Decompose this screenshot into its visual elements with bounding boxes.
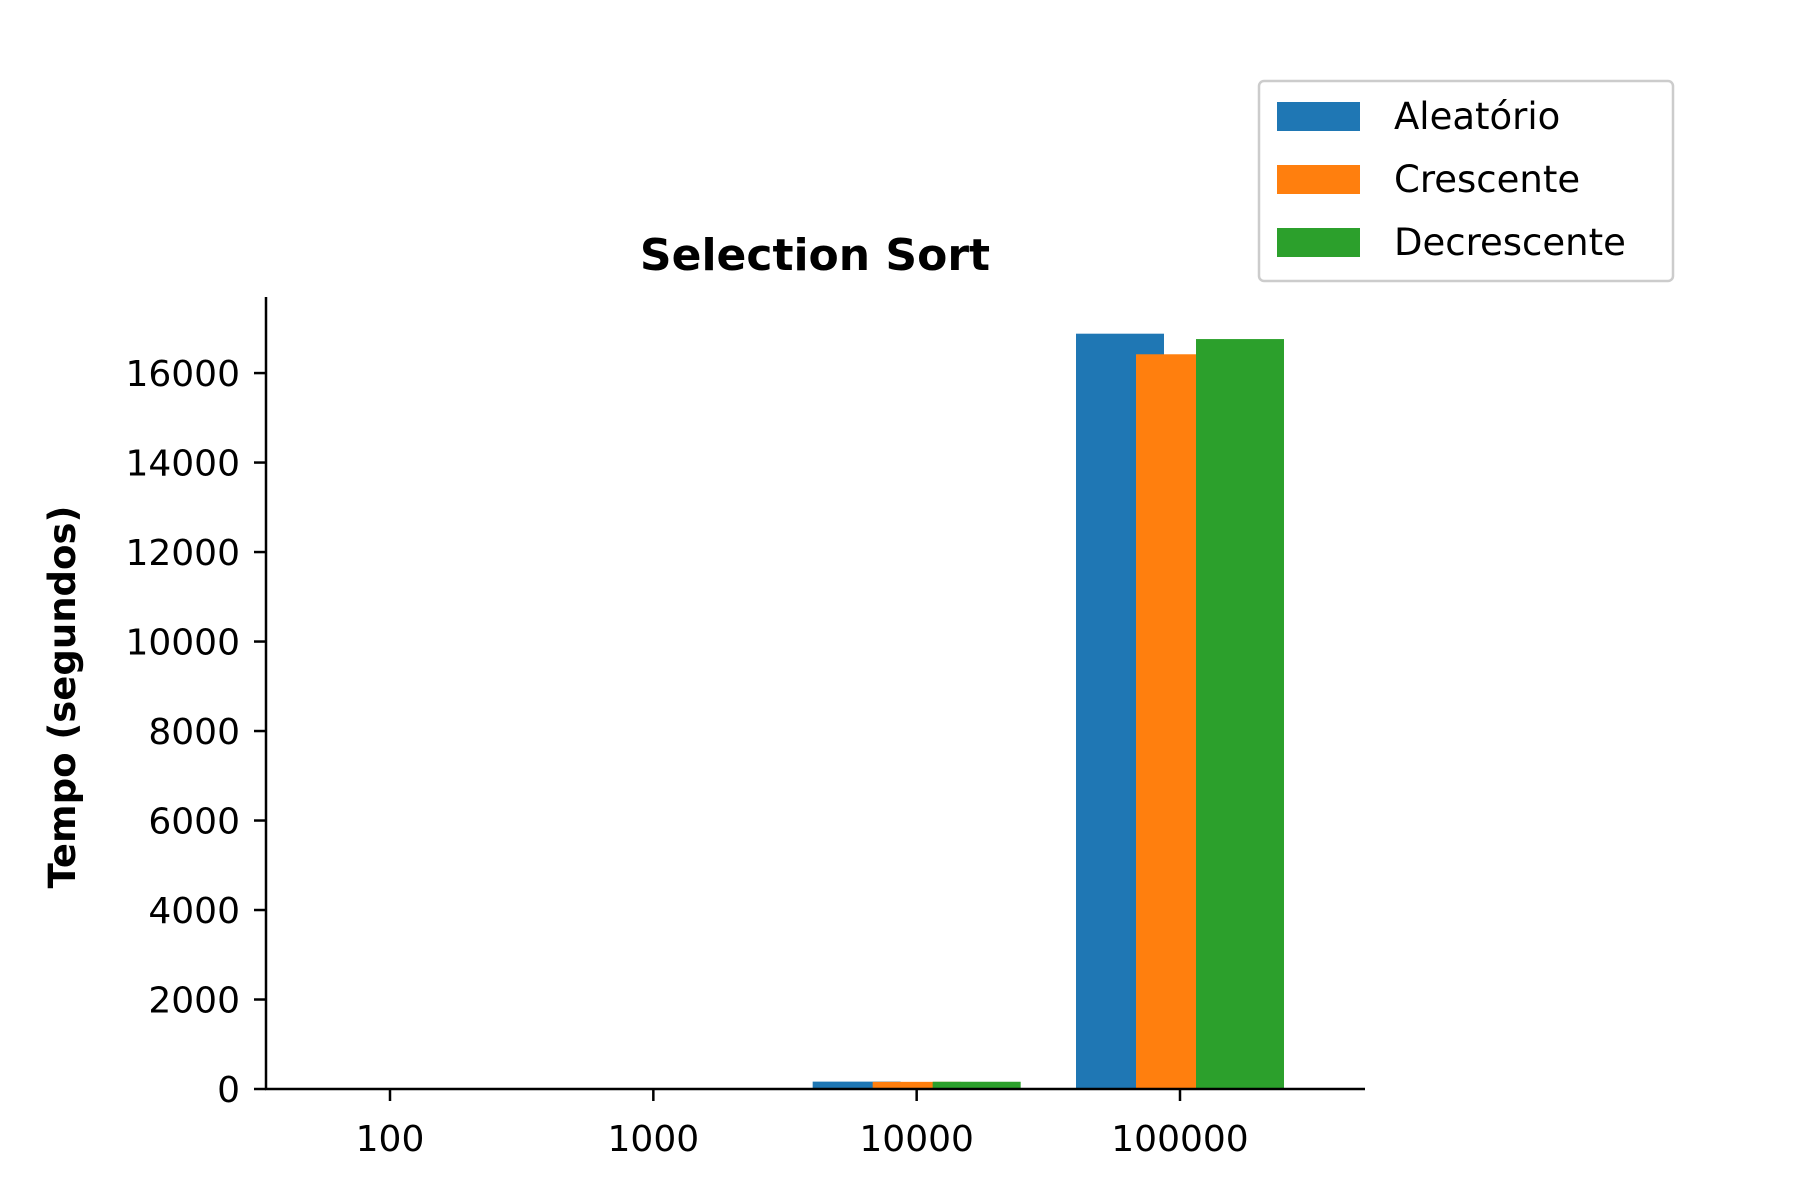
y-tick-label: 8000 — [148, 712, 240, 753]
y-tick-label: 0 — [217, 1070, 240, 1111]
x-tick-label: 100000 — [1111, 1119, 1248, 1160]
x-axis-ticks: 100 1000 10000 100000 — [356, 1089, 1249, 1160]
x-tick-label: 1000 — [608, 1119, 700, 1160]
bars-group — [549, 333, 1284, 1089]
bar-2-10000 — [872, 1081, 961, 1089]
legend-label: Aleatório — [1394, 95, 1560, 138]
y-axis-ticks: 0 2000 4000 6000 8000 10000 12000 14000 16000 — [125, 354, 266, 1111]
bar-3-100000 — [1196, 339, 1284, 1089]
legend: Aleatório Crescente Decrescente — [1257, 79, 1675, 283]
legend-label: Decrescente — [1394, 221, 1626, 264]
bar-1-10000 — [812, 1081, 901, 1089]
chart-title: Selection Sort — [640, 230, 990, 281]
legend-label: Crescente — [1394, 158, 1580, 201]
x-tick-label: 10000 — [859, 1119, 974, 1160]
legend-swatch — [1277, 102, 1360, 131]
y-tick-label: 12000 — [125, 533, 240, 574]
y-tick-label: 10000 — [125, 623, 240, 664]
y-axis-label: Tempo (segundos) — [41, 506, 84, 889]
y-tick-label: 2000 — [148, 981, 240, 1022]
legend-frame — [1257, 79, 1675, 283]
x-tick-label: 100 — [356, 1119, 425, 1160]
y-tick-label: 4000 — [148, 891, 240, 932]
y-tick-label: 16000 — [125, 354, 240, 395]
y-tick-label: 14000 — [125, 444, 240, 485]
legend-swatch — [1277, 228, 1360, 257]
y-tick-label: 6000 — [148, 802, 240, 843]
bar-3-10000 — [932, 1081, 1021, 1089]
legend-swatch — [1277, 165, 1360, 194]
